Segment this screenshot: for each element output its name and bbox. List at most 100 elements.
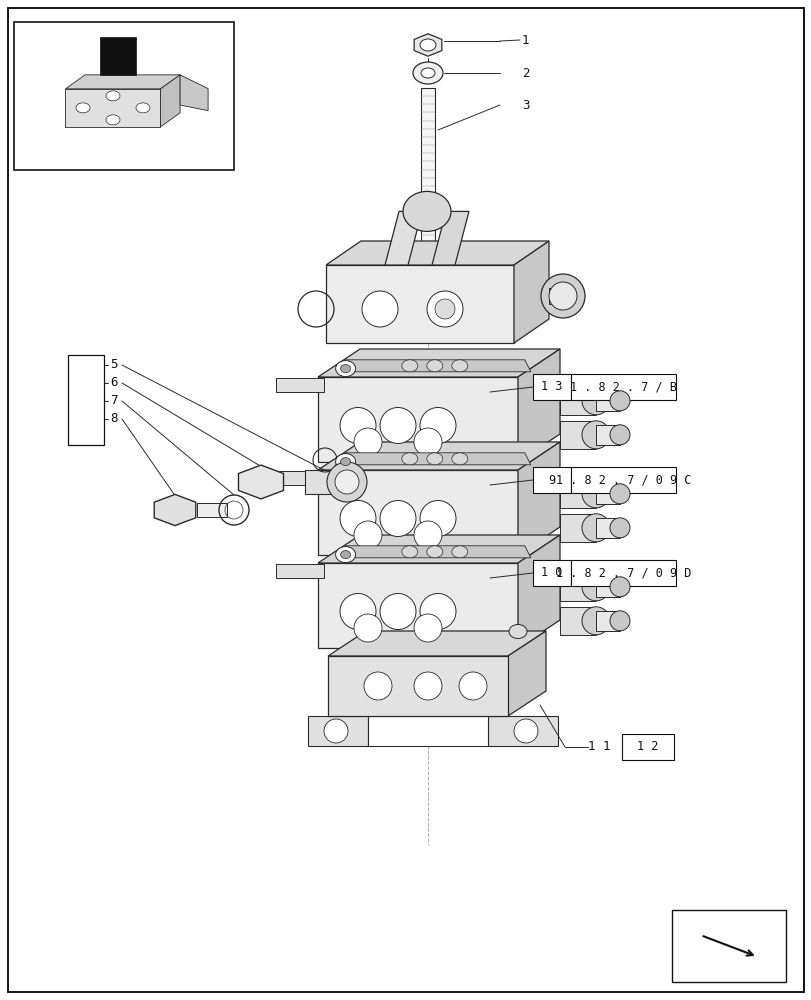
Polygon shape xyxy=(560,421,595,449)
Ellipse shape xyxy=(451,360,467,372)
Polygon shape xyxy=(276,564,324,578)
Polygon shape xyxy=(367,716,487,746)
Ellipse shape xyxy=(106,115,120,125)
Ellipse shape xyxy=(335,454,355,470)
Ellipse shape xyxy=(451,453,467,465)
Ellipse shape xyxy=(581,573,609,601)
Text: 1: 1 xyxy=(521,34,529,47)
Ellipse shape xyxy=(414,428,441,456)
Text: 1 1: 1 1 xyxy=(587,740,610,754)
Polygon shape xyxy=(595,391,620,411)
Ellipse shape xyxy=(609,391,629,411)
Text: 6: 6 xyxy=(109,376,118,389)
Text: 3: 3 xyxy=(521,99,529,112)
Ellipse shape xyxy=(340,500,375,536)
Polygon shape xyxy=(560,514,595,542)
Polygon shape xyxy=(318,349,560,377)
Ellipse shape xyxy=(609,484,629,504)
Ellipse shape xyxy=(327,462,367,502)
Ellipse shape xyxy=(548,282,577,310)
Polygon shape xyxy=(318,535,560,563)
Ellipse shape xyxy=(419,39,436,51)
Polygon shape xyxy=(161,75,180,127)
Polygon shape xyxy=(517,442,560,555)
Text: 9: 9 xyxy=(547,474,555,487)
Polygon shape xyxy=(517,349,560,462)
Polygon shape xyxy=(307,716,367,746)
Text: 5: 5 xyxy=(109,359,118,371)
Ellipse shape xyxy=(135,103,150,113)
Polygon shape xyxy=(238,465,283,499)
Polygon shape xyxy=(508,631,545,716)
Bar xyxy=(68,355,104,445)
Polygon shape xyxy=(595,425,620,445)
Bar xyxy=(14,22,234,170)
Text: 1 0: 1 0 xyxy=(541,566,562,580)
Polygon shape xyxy=(595,484,620,504)
Ellipse shape xyxy=(435,299,454,319)
Ellipse shape xyxy=(414,672,441,700)
Text: 1 . 8 2 . 7 / 0 9 D: 1 . 8 2 . 7 / 0 9 D xyxy=(555,566,690,580)
Ellipse shape xyxy=(340,593,375,630)
Ellipse shape xyxy=(362,291,397,327)
Bar xyxy=(621,734,673,760)
Ellipse shape xyxy=(340,365,350,373)
Polygon shape xyxy=(431,211,469,265)
Ellipse shape xyxy=(458,672,487,700)
Ellipse shape xyxy=(581,514,609,542)
Ellipse shape xyxy=(380,500,415,536)
Ellipse shape xyxy=(354,428,381,456)
Polygon shape xyxy=(517,535,560,648)
Ellipse shape xyxy=(581,421,609,449)
Ellipse shape xyxy=(354,614,381,642)
Polygon shape xyxy=(154,494,195,526)
Bar xyxy=(570,560,676,586)
Ellipse shape xyxy=(402,191,450,231)
Polygon shape xyxy=(325,241,548,265)
Polygon shape xyxy=(595,577,620,597)
Bar xyxy=(548,288,562,304)
Ellipse shape xyxy=(380,408,415,444)
Polygon shape xyxy=(595,518,620,538)
Bar xyxy=(197,503,227,517)
Polygon shape xyxy=(513,241,548,343)
Polygon shape xyxy=(276,471,324,485)
Ellipse shape xyxy=(427,360,442,372)
Ellipse shape xyxy=(106,91,120,101)
Polygon shape xyxy=(100,37,135,75)
Bar xyxy=(570,374,676,400)
Bar xyxy=(570,467,676,493)
Polygon shape xyxy=(345,546,530,558)
Polygon shape xyxy=(560,573,595,601)
Ellipse shape xyxy=(340,458,350,466)
Text: 1 . 8 2 . 7 / B: 1 . 8 2 . 7 / B xyxy=(569,380,676,393)
Ellipse shape xyxy=(335,547,355,563)
Bar xyxy=(532,374,570,400)
Ellipse shape xyxy=(508,624,526,639)
Bar xyxy=(532,467,570,493)
Ellipse shape xyxy=(581,607,609,635)
Ellipse shape xyxy=(340,408,375,444)
Ellipse shape xyxy=(401,546,418,558)
Polygon shape xyxy=(276,378,324,392)
Text: 1 3: 1 3 xyxy=(541,380,562,393)
Polygon shape xyxy=(487,716,557,746)
Ellipse shape xyxy=(513,719,538,743)
Ellipse shape xyxy=(335,361,355,377)
Polygon shape xyxy=(560,480,595,508)
Bar xyxy=(672,910,785,982)
Ellipse shape xyxy=(427,546,442,558)
Ellipse shape xyxy=(419,500,456,536)
Ellipse shape xyxy=(609,611,629,631)
Polygon shape xyxy=(318,377,517,462)
Ellipse shape xyxy=(419,408,456,444)
Ellipse shape xyxy=(413,62,443,84)
Text: 1 . 8 2 . 7 / 0 9 C: 1 . 8 2 . 7 / 0 9 C xyxy=(555,474,690,487)
Polygon shape xyxy=(318,470,517,555)
Bar xyxy=(420,88,435,300)
Polygon shape xyxy=(318,563,517,648)
Ellipse shape xyxy=(76,103,90,113)
Polygon shape xyxy=(560,387,595,415)
Ellipse shape xyxy=(420,68,435,78)
Ellipse shape xyxy=(380,593,415,630)
